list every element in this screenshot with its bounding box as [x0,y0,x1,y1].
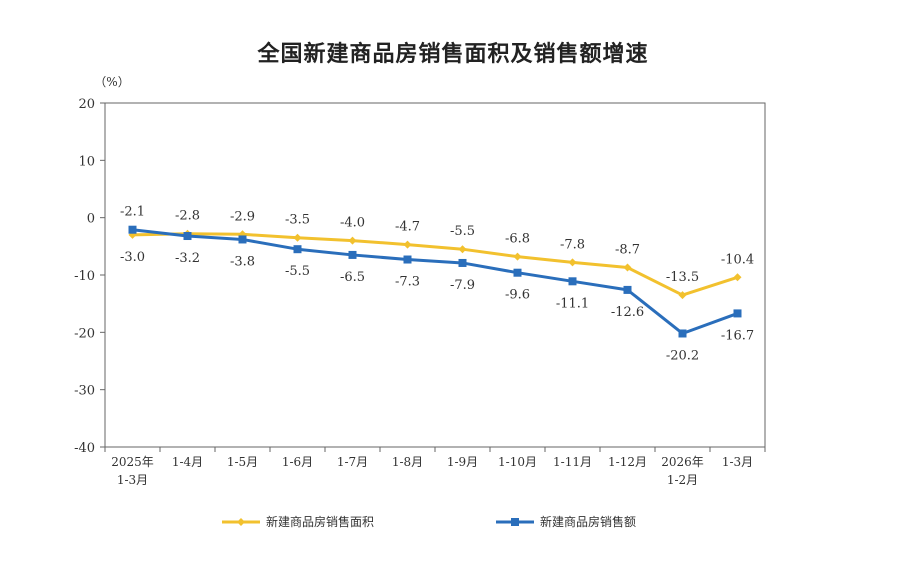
y-tick-label: -10 [74,269,95,284]
series-1-point [733,273,742,282]
data-label: -2.8 [175,209,200,224]
data-label: -4.7 [395,220,420,235]
data-label: -3.8 [230,254,255,269]
data-label: -20.2 [666,348,699,363]
data-label: -7.3 [395,275,420,290]
series-2-point [238,235,247,244]
x-tick-label: 2025年 [111,455,154,469]
x-tick-label: 1-5月 [227,455,258,469]
series-2-point [128,225,137,234]
x-tick-label: 1-11月 [553,455,592,469]
data-label: -6.5 [340,270,365,285]
data-label: -5.5 [450,224,475,239]
data-label: -5.5 [285,264,310,279]
legend: 新建商品房销售面积 新建商品房销售额 [222,514,636,529]
data-labels: -2.1 -3.0 -2.8 -3.2 -2.9 -3.8 -3.5 -5.5 -4.0 -6.5… [120,205,754,364]
series-1-point [623,263,632,272]
x-tick-label: 1-10月 [498,455,537,469]
data-label: -7.8 [560,237,585,252]
axes: （%） 20 10 0 -10 -20 -30 -40 2025年 1-3月 1-4月 1-5月 1-6… [74,75,766,487]
series-2-point [513,268,522,277]
y-tick-label: -40 [74,441,95,456]
x-tick-label: 1-2月 [667,473,698,487]
data-label: -4.0 [340,216,365,231]
data-label: -2.1 [120,205,145,220]
x-tick-label: 1-3月 [117,473,148,487]
series-points [128,225,742,338]
series-2-point [348,250,357,259]
x-tick-label: 1-12月 [608,455,647,469]
data-label: -10.4 [721,252,754,267]
series-2-point [458,258,467,267]
y-tick-label: 20 [78,97,95,112]
y-tick-label: 10 [78,154,95,169]
series-1-point [458,245,467,254]
series-1-point [403,240,412,249]
series-1-point [513,252,522,261]
x-tick-label: 1-7月 [337,455,368,469]
series-1-point [348,236,357,245]
x-tick-label: 1-4月 [172,455,203,469]
series-line-2 [132,228,739,335]
series-line-1 [132,232,738,297]
data-label: -9.6 [505,288,530,303]
series-1-point [293,233,302,242]
data-label: -8.7 [615,243,640,258]
x-tick-label: 1-8月 [392,455,423,469]
y-tick-label: 0 [87,212,95,227]
series-2-point [403,255,412,264]
data-label: -6.8 [505,232,530,247]
series-2-point [183,232,192,241]
series-1-point [568,258,577,267]
data-label: -3.5 [285,213,310,228]
series-2-point [678,329,687,338]
legend-marker-1 [237,518,245,526]
x-tick-label: 2026年 [661,455,704,469]
series-2-point [733,309,742,318]
x-tick-label: 1-6月 [282,455,313,469]
chart-title: 全国新建商品房销售面积及销售额增速 [257,42,649,67]
y-tick-label: -20 [74,326,95,341]
series-1-point [678,291,687,300]
y-tick-label: -30 [74,384,95,399]
series-lines [132,228,739,335]
legend-label-2: 新建商品房销售额 [540,514,636,529]
data-label: -2.9 [230,209,255,224]
y-axis-unit: （%） [94,75,129,89]
data-label: -3.2 [175,251,200,266]
series-2-point [568,277,577,286]
legend-marker-2 [511,518,519,526]
x-tick-label: 1-9月 [447,455,478,469]
data-label: -12.6 [611,305,644,320]
data-label: -13.5 [666,270,699,285]
data-label: -7.9 [450,278,475,293]
legend-label-1: 新建商品房销售面积 [266,514,374,529]
data-label: -3.0 [120,250,145,265]
data-label: -16.7 [721,328,754,343]
series-2-point [293,245,302,254]
x-tick-label: 1-3月 [722,455,753,469]
data-label: -11.1 [556,296,589,311]
series-2-point [623,285,632,294]
